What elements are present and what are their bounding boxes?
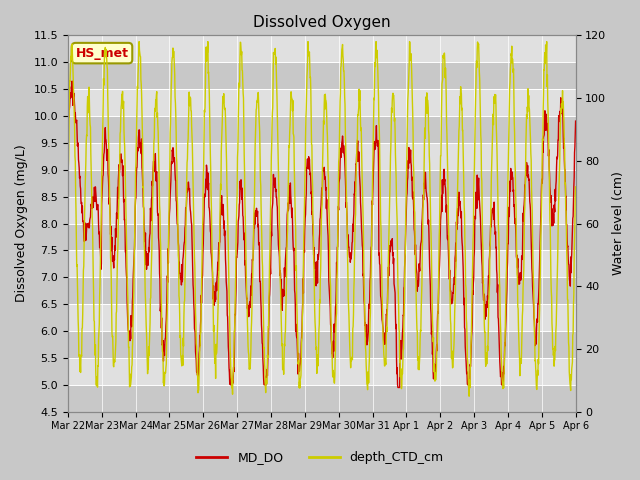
Bar [68,197,575,224]
Bar [68,331,575,358]
Bar [68,143,575,170]
Bar [68,358,575,385]
Bar [68,304,575,331]
Bar [68,170,575,197]
Bar [68,224,575,251]
Bar [68,62,575,89]
Bar [68,116,575,143]
Bar [68,251,575,277]
Bar [68,36,575,62]
Legend: MD_DO, depth_CTD_cm: MD_DO, depth_CTD_cm [191,446,449,469]
Y-axis label: Water level (cm): Water level (cm) [612,171,625,276]
Y-axis label: Dissolved Oxygen (mg/L): Dissolved Oxygen (mg/L) [15,144,28,302]
Bar [68,89,575,116]
Title: Dissolved Oxygen: Dissolved Oxygen [253,15,390,30]
Bar [68,385,575,412]
Text: HS_met: HS_met [76,47,129,60]
Bar [68,277,575,304]
